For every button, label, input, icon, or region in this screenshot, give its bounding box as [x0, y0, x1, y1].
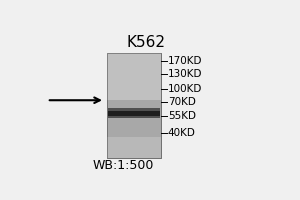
Bar	[107, 53, 161, 158]
Text: 100KD: 100KD	[168, 84, 202, 94]
Bar	[107, 53, 161, 100]
Text: WB:1:500: WB:1:500	[93, 159, 154, 172]
Bar	[108, 108, 160, 111]
Text: 40KD: 40KD	[168, 128, 196, 138]
Text: K562: K562	[126, 35, 165, 50]
Text: 130KD: 130KD	[168, 69, 202, 79]
Bar	[107, 53, 161, 158]
Bar	[108, 111, 160, 117]
Text: 55KD: 55KD	[168, 111, 196, 121]
Bar	[108, 116, 160, 118]
Text: 70KD: 70KD	[168, 97, 196, 107]
Text: 170KD: 170KD	[168, 56, 202, 66]
Bar	[107, 137, 161, 158]
